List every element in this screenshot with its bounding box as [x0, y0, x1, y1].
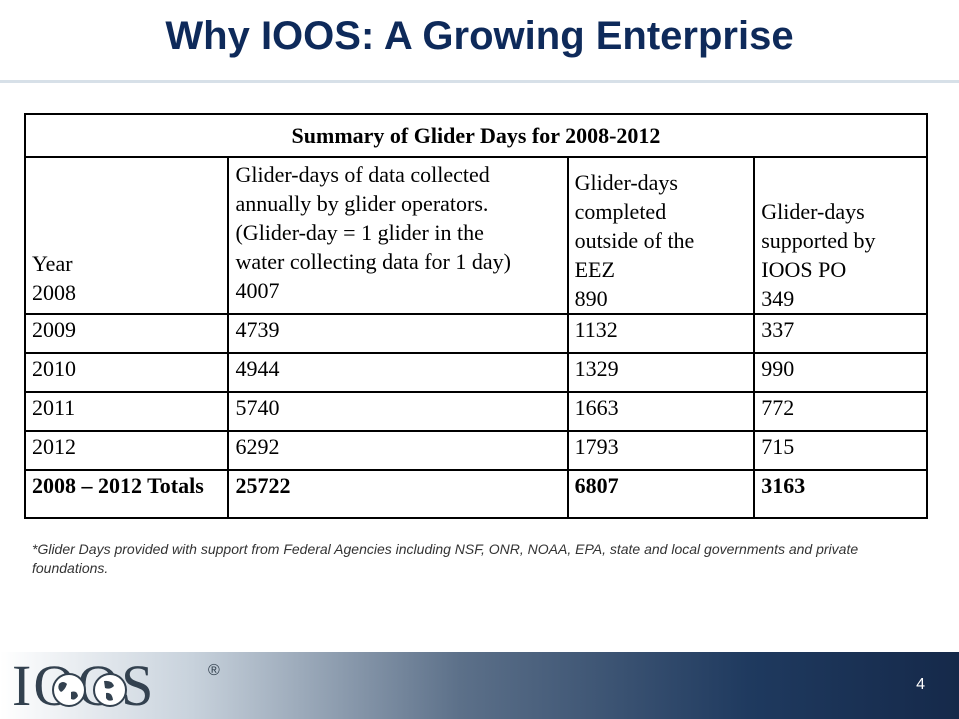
footnote: *Glider Days provided with support from … — [32, 541, 859, 576]
page-number: 4 — [916, 676, 925, 693]
ioos-po-header-cell: Glider-days supported by IOOS PO 349 — [753, 156, 928, 315]
cell-collected: 6292 — [227, 430, 569, 471]
collected-header-line: Glider-days of data collected — [235, 162, 490, 187]
cell-year: 2008 — [32, 280, 76, 305]
cell-collected: 4944 — [227, 352, 569, 393]
cell-ioos-po: 990 — [753, 352, 928, 393]
outside-eez-header-line: completed — [574, 199, 667, 224]
total-ioos-po: 3163 — [753, 469, 928, 519]
cell-ioos-po: 715 — [753, 430, 928, 471]
cell-outside-eez: 1132 — [566, 313, 756, 354]
totals-row: 2008 – 2012 Totals 25722 6807 3163 — [23, 469, 928, 519]
totals-label: 2008 – 2012 Totals — [23, 469, 230, 519]
table-row: 2012 6292 1793 715 — [23, 430, 928, 471]
ioos-po-header-line: IOOS PO — [761, 257, 847, 282]
cell-outside-eez: 1663 — [566, 391, 756, 432]
registered-mark: ® — [208, 662, 220, 679]
cell-outside-eez: 1793 — [566, 430, 756, 471]
year-header-cell: Year 2008 — [23, 156, 230, 315]
cell-collected: 5740 — [227, 391, 569, 432]
cell-year: 2011 — [23, 391, 230, 432]
title-divider — [0, 80, 959, 83]
year-header: Year — [32, 251, 73, 276]
table-header-row: Year 2008 Glider-days of data collected … — [23, 156, 928, 315]
globe-icon — [52, 673, 86, 707]
collected-header-line: annually by glider operators. — [235, 191, 489, 216]
collected-header-cell: Glider-days of data collected annually b… — [227, 156, 569, 315]
cell-ioos-po: 772 — [753, 391, 928, 432]
outside-eez-header-line: EEZ — [574, 257, 615, 282]
outside-eez-header-cell: Glider-days completed outside of the EEZ… — [566, 156, 756, 315]
footer-bar: IOOS ® 4 — [0, 652, 959, 719]
cell-collected: 4739 — [227, 313, 569, 354]
cell-year: 2010 — [23, 352, 230, 393]
cell-ioos-po: 349 — [761, 286, 795, 311]
collected-header-line: water collecting data for 1 day) — [235, 249, 511, 274]
table-row: 2010 4944 1329 990 — [23, 352, 928, 393]
table-row: 2011 5740 1663 772 — [23, 391, 928, 432]
cell-ioos-po: 337 — [753, 313, 928, 354]
glider-days-table: Summary of Glider Days for 2008-2012 Yea… — [23, 113, 928, 519]
ioos-po-header-line: supported by — [761, 228, 876, 253]
outside-eez-header-line: Glider-days — [574, 170, 678, 195]
ioos-po-header-line: Glider-days — [761, 199, 865, 224]
table-row: 2009 4739 1132 337 — [23, 313, 928, 354]
table-caption: Summary of Glider Days for 2008-2012 — [24, 113, 928, 158]
cell-outside-eez: 890 — [574, 286, 608, 311]
cell-collected: 4007 — [235, 278, 280, 303]
slide-title: Why IOOS: A Growing Enterprise — [165, 14, 794, 58]
total-collected: 25722 — [227, 469, 569, 519]
collected-header-line: (Glider-day = 1 glider in the — [235, 220, 484, 245]
total-outside-eez: 6807 — [566, 469, 756, 519]
cell-year: 2009 — [23, 313, 230, 354]
cell-year: 2012 — [23, 430, 230, 471]
cell-outside-eez: 1329 — [566, 352, 756, 393]
outside-eez-header-line: outside of the — [574, 228, 695, 253]
globe-icon — [93, 673, 127, 707]
